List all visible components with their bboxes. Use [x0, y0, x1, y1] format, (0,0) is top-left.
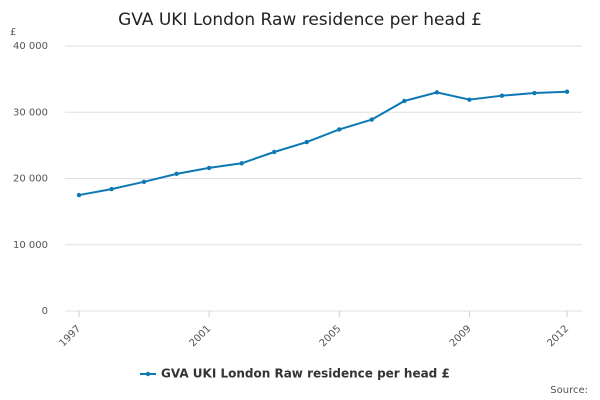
y-axis-label: £ [10, 27, 16, 38]
point [402, 98, 407, 104]
point [76, 192, 82, 198]
y-tick-label: 20 000 [13, 174, 48, 185]
legend-label: GVA UKI London Raw residence per head £ [161, 367, 450, 381]
y-tick-label: 30 000 [13, 107, 48, 118]
point [239, 161, 244, 166]
x-tick-label: 2012 [545, 323, 571, 349]
point [272, 149, 277, 155]
series-line [78, 90, 568, 197]
point [206, 165, 212, 171]
point [141, 179, 147, 185]
y-tick-label: 10 000 [13, 240, 48, 251]
point [532, 90, 537, 96]
point [499, 93, 505, 98]
point [369, 117, 374, 122]
point [337, 127, 342, 132]
x-tick-label: 2001 [188, 323, 214, 349]
chart-title: GVA UKI London Raw residence per head £ [118, 10, 482, 30]
x-tick-label: 1997 [57, 323, 83, 349]
x-tick-label: 2009 [448, 323, 474, 349]
y-tick-label: 0 [42, 306, 48, 317]
x-tick-label: 2005 [318, 323, 344, 349]
legend-marker [145, 371, 151, 377]
point [434, 90, 440, 95]
point [564, 89, 570, 94]
point [304, 139, 309, 145]
point [109, 186, 114, 192]
point [467, 97, 472, 102]
point [174, 171, 179, 177]
y-tick-label: 40 000 [13, 41, 48, 52]
source: Source: [550, 385, 588, 396]
